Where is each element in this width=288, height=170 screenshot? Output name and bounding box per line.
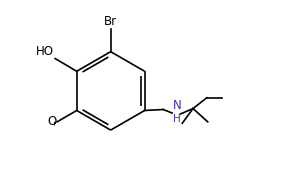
Text: Br: Br	[104, 15, 117, 28]
Text: N: N	[173, 99, 182, 112]
Text: O: O	[47, 115, 56, 128]
Text: H: H	[173, 114, 181, 124]
Text: HO: HO	[36, 45, 54, 58]
